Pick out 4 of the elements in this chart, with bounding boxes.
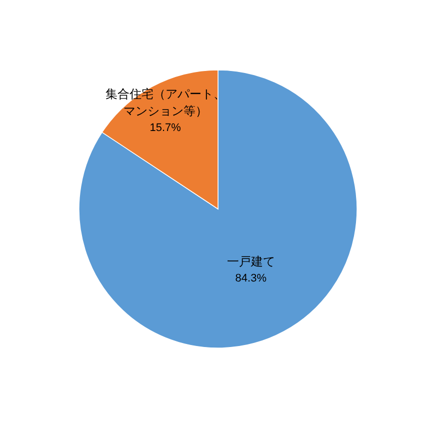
slice-label: 集合住宅（アパート、マンション等） xyxy=(105,87,226,118)
data-label: 84.3% xyxy=(235,272,267,285)
slice-label: 一戸建て xyxy=(226,254,275,269)
data-label: 15.7% xyxy=(150,122,182,134)
